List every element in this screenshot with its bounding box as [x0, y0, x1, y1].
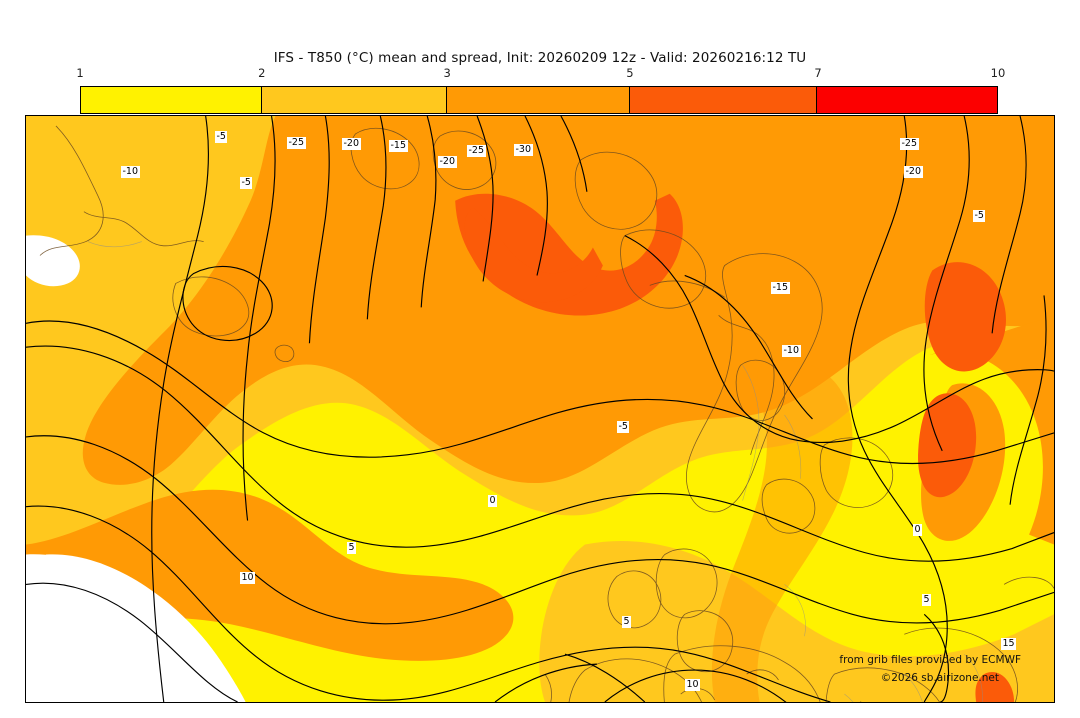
colorbar-tick-2: 2 [258, 66, 266, 80]
copyright-credit: ©2026 sb.airizone.net [880, 672, 999, 684]
spread-band-4 [455, 193, 1015, 702]
colorbar-segment-1-2 [81, 87, 263, 113]
contour-label: -5 [617, 421, 630, 433]
contour-label: -15 [771, 282, 790, 294]
colorbar-tick-5: 5 [626, 66, 634, 80]
contour-label: -15 [389, 140, 408, 152]
contour-label: -10 [782, 345, 801, 357]
contour-label: 10 [240, 572, 256, 584]
colorbar-tick-1: 1 [76, 66, 84, 80]
contour-label: 5 [622, 616, 632, 628]
contour-label: -5 [973, 210, 986, 222]
contour-label: -5 [215, 131, 228, 143]
colorbar-gradient [80, 86, 998, 114]
colorbar-tick-7: 7 [814, 66, 822, 80]
contour-label: -20 [904, 166, 923, 178]
contour-label: -25 [287, 137, 306, 149]
contour-label: 0 [913, 524, 923, 536]
contour-label: 15 [1001, 638, 1017, 650]
contour-label: -5 [240, 177, 253, 189]
contour-label: -10 [121, 166, 140, 178]
contour-label: 5 [922, 594, 932, 606]
contour-label: 5 [347, 542, 357, 554]
contour-label: 10 [685, 679, 701, 691]
colorbar-tick-10: 10 [990, 66, 1006, 80]
contour-label: -30 [514, 144, 533, 156]
data-source-credit: from grib files provided by ECMWF [839, 654, 1021, 666]
coastlines [39, 125, 1054, 702]
contour-label: -25 [467, 145, 486, 157]
map-svg [26, 116, 1054, 702]
colorbar: 1 2 3 5 7 10 [76, 66, 1005, 114]
map-canvas[interactable]: -25 -20 -15 -20 -25 -30 -25 -20 -5 -10 -5 -15 -10 -5 0… [25, 115, 1055, 703]
contour-label: -20 [438, 156, 457, 168]
country-borders [87, 241, 983, 702]
colorbar-tick-3: 3 [443, 66, 451, 80]
contour-label: -20 [342, 138, 361, 150]
colorbar-segment-7-10 [817, 87, 997, 113]
colorbar-segment-5-7 [629, 87, 818, 113]
page-title: IFS - T850 (°C) mean and spread, Init: 2… [273, 50, 807, 66]
contour-label: 0 [488, 495, 498, 507]
temperature-contours [26, 116, 1054, 702]
contour-label: -25 [900, 138, 919, 150]
colorbar-segment-2-3 [262, 87, 448, 113]
colorbar-segment-3-5 [447, 87, 630, 113]
